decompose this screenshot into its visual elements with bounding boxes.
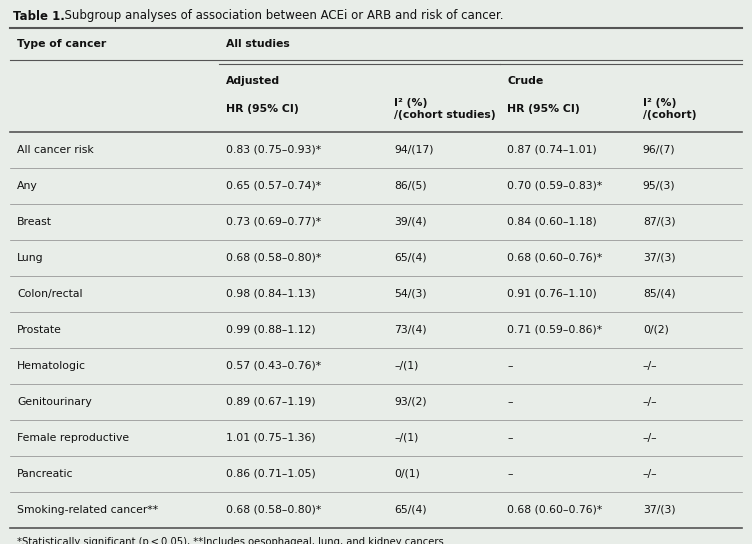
Text: 0.65 (0.57–0.74)*: 0.65 (0.57–0.74)*	[226, 181, 321, 191]
Text: 73/(4): 73/(4)	[394, 325, 426, 335]
Text: 39/(4): 39/(4)	[394, 217, 426, 227]
Text: *Statistically significant (p < 0.05), **Includes oesophageal, lung, and kidney : *Statistically significant (p < 0.05), *…	[17, 537, 444, 544]
Text: 0.68 (0.58–0.80)*: 0.68 (0.58–0.80)*	[226, 505, 321, 515]
Text: Any: Any	[17, 181, 38, 191]
Text: –/–: –/–	[643, 361, 657, 371]
Text: 54/(3): 54/(3)	[394, 289, 426, 299]
Text: 86/(5): 86/(5)	[394, 181, 426, 191]
Text: 0.89 (0.67–1.19): 0.89 (0.67–1.19)	[226, 397, 315, 407]
Text: 96/(7): 96/(7)	[643, 145, 675, 155]
Text: –: –	[508, 469, 513, 479]
Text: Table 1.: Table 1.	[13, 9, 65, 22]
Text: 0.91 (0.76–1.10): 0.91 (0.76–1.10)	[508, 289, 597, 299]
Text: 87/(3): 87/(3)	[643, 217, 675, 227]
Text: 93/(2): 93/(2)	[394, 397, 426, 407]
Text: I² (%)
/(cohort): I² (%) /(cohort)	[643, 98, 696, 120]
Text: I² (%)
/(cohort studies): I² (%) /(cohort studies)	[394, 98, 496, 120]
Text: All studies: All studies	[226, 39, 290, 49]
Text: 0.73 (0.69–0.77)*: 0.73 (0.69–0.77)*	[226, 217, 321, 227]
Text: 0.70 (0.59–0.83)*: 0.70 (0.59–0.83)*	[508, 181, 602, 191]
Text: Crude: Crude	[508, 76, 544, 86]
Text: 85/(4): 85/(4)	[643, 289, 675, 299]
Text: 0.71 (0.59–0.86)*: 0.71 (0.59–0.86)*	[508, 325, 602, 335]
Text: Female reproductive: Female reproductive	[17, 433, 129, 443]
Text: Colon/rectal: Colon/rectal	[17, 289, 83, 299]
Text: HR (95% CI): HR (95% CI)	[508, 104, 581, 114]
Text: 65/(4): 65/(4)	[394, 253, 426, 263]
Text: 0.57 (0.43–0.76)*: 0.57 (0.43–0.76)*	[226, 361, 321, 371]
Text: HR (95% CI): HR (95% CI)	[226, 104, 299, 114]
Text: –/–: –/–	[643, 469, 657, 479]
Text: –/(1): –/(1)	[394, 361, 418, 371]
Text: 37/(3): 37/(3)	[643, 505, 675, 515]
Text: 0.68 (0.58–0.80)*: 0.68 (0.58–0.80)*	[226, 253, 321, 263]
Text: 0.86 (0.71–1.05): 0.86 (0.71–1.05)	[226, 469, 315, 479]
Text: 0.99 (0.88–1.12): 0.99 (0.88–1.12)	[226, 325, 315, 335]
Text: 0.83 (0.75–0.93)*: 0.83 (0.75–0.93)*	[226, 145, 321, 155]
Text: Genitourinary: Genitourinary	[17, 397, 92, 407]
Text: 0/(2): 0/(2)	[643, 325, 669, 335]
Text: Subgroup analyses of association between ACEi or ARB and risk of cancer.: Subgroup analyses of association between…	[57, 9, 504, 22]
Text: –: –	[508, 397, 513, 407]
Text: All cancer risk: All cancer risk	[17, 145, 94, 155]
Text: 1.01 (0.75–1.36): 1.01 (0.75–1.36)	[226, 433, 315, 443]
Text: Breast: Breast	[17, 217, 52, 227]
Text: Smoking-related cancer**: Smoking-related cancer**	[17, 505, 158, 515]
Text: Lung: Lung	[17, 253, 44, 263]
Text: 0.84 (0.60–1.18): 0.84 (0.60–1.18)	[508, 217, 597, 227]
Text: 95/(3): 95/(3)	[643, 181, 675, 191]
Text: –/–: –/–	[643, 397, 657, 407]
Text: –: –	[508, 361, 513, 371]
Text: –/(1): –/(1)	[394, 433, 418, 443]
Text: 94/(17): 94/(17)	[394, 145, 433, 155]
Text: Hematologic: Hematologic	[17, 361, 86, 371]
Text: –/–: –/–	[643, 433, 657, 443]
Text: 0/(1): 0/(1)	[394, 469, 420, 479]
Text: Type of cancer: Type of cancer	[17, 39, 106, 49]
Text: 0.68 (0.60–0.76)*: 0.68 (0.60–0.76)*	[508, 253, 602, 263]
Text: 0.87 (0.74–1.01): 0.87 (0.74–1.01)	[508, 145, 597, 155]
Text: 0.98 (0.84–1.13): 0.98 (0.84–1.13)	[226, 289, 315, 299]
Text: 65/(4): 65/(4)	[394, 505, 426, 515]
Text: Adjusted: Adjusted	[226, 76, 280, 86]
Text: Pancreatic: Pancreatic	[17, 469, 74, 479]
Text: 0.68 (0.60–0.76)*: 0.68 (0.60–0.76)*	[508, 505, 602, 515]
Text: –: –	[508, 433, 513, 443]
Text: 37/(3): 37/(3)	[643, 253, 675, 263]
Text: Prostate: Prostate	[17, 325, 62, 335]
